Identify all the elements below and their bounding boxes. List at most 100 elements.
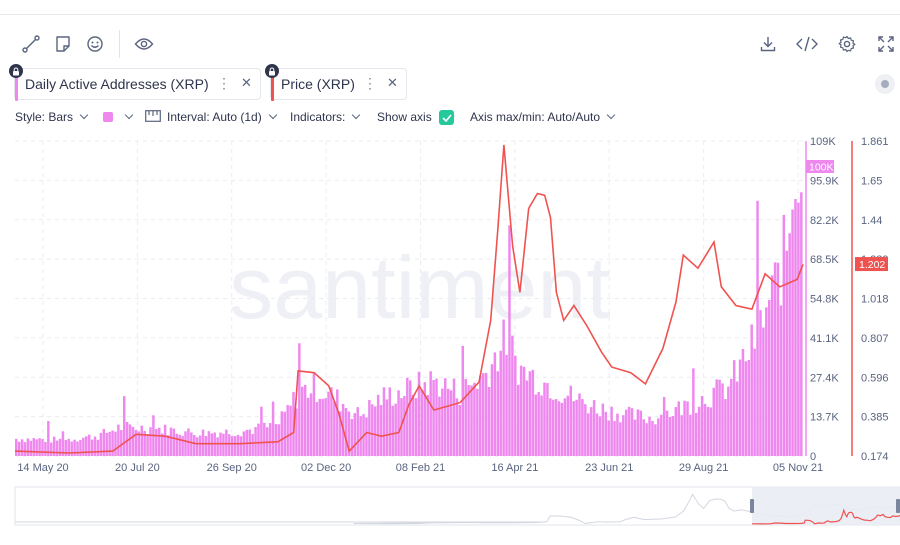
navigator-price-line [751,508,900,525]
dau-bar [125,422,129,456]
interval-dropdown[interactable]: Interval: Auto (1d) [145,110,277,124]
top-divider [0,14,900,15]
close-icon[interactable]: ✕ [387,75,398,90]
dau-bar [525,380,529,456]
dau-bar [487,387,491,456]
dau-bar [481,373,485,456]
emoji-icon[interactable] [83,32,107,56]
dau-bar [575,399,578,456]
color-swatch[interactable] [103,112,113,122]
dau-bar [444,378,447,456]
dau-bar [423,382,427,456]
dau-bar [376,394,380,456]
toggle-dot[interactable] [875,74,895,94]
dau-bar [531,369,535,456]
dau-bar [359,416,362,456]
dau-bar [371,404,374,456]
dau-bar [406,377,409,456]
dau-bar [578,393,581,456]
dau-bar [782,214,786,456]
dau-bar [347,411,351,456]
color-dropdown[interactable] [118,110,134,124]
dau-bar [175,433,178,456]
dau-bar [318,398,322,456]
close-icon[interactable]: ✕ [241,75,252,90]
dau-bar [122,396,126,456]
more-options-icon[interactable]: ⋮ [363,75,377,91]
settings-gear-icon[interactable] [835,32,859,56]
lock-icon [265,64,279,78]
dau-bar [219,432,222,456]
dau-bar [120,430,123,456]
dau-bar [552,399,555,456]
dau-bar [572,401,575,456]
dau-bar [554,399,558,456]
dau-bar [117,424,120,456]
fullscreen-icon[interactable] [874,32,898,56]
dau-bar [718,379,721,456]
chevron-down-icon [124,110,134,120]
dau-bar [230,436,234,456]
dau-bar [64,439,68,456]
dau-bar [511,335,514,456]
navigator-history-line [15,493,900,525]
dau-bar [79,439,82,456]
dau-bar [706,406,710,456]
dau-bar [508,225,511,456]
dau-bar [756,200,759,456]
dau-bar [505,354,508,456]
dau-bar [735,381,739,456]
axis-maxmin-dropdown[interactable]: Axis max/min: Auto/Auto [470,110,616,124]
dau-bar [449,390,453,456]
dau-bar [245,429,249,456]
dau-bar [263,422,266,456]
dau-bar [146,434,149,456]
dau-bar [797,202,800,456]
dau-bar [26,438,30,456]
dau-bar [537,392,540,456]
dau-bar [216,437,219,456]
dau-bar [598,416,602,456]
axis-maxmin-label: Axis max/min: Auto/Auto [470,110,601,124]
note-icon[interactable] [51,32,75,56]
indicators-dropdown[interactable]: Indicators: [290,110,361,124]
left-axis-tick: 68.5K [810,254,839,266]
right-axis-current-badge [855,257,888,272]
dau-bar [458,404,462,456]
dau-bar [654,424,657,456]
style-dropdown[interactable]: Style: Bars [15,110,89,124]
show-axis-checkbox[interactable] [439,110,454,125]
metric-chip-price[interactable]: Price (XRP) ⋮ ✕ [265,64,407,101]
dau-bars [15,192,803,457]
dau-bar [622,415,625,456]
line-draw-icon[interactable] [19,32,43,56]
dau-bar [563,398,567,456]
dau-bar [697,406,701,456]
right-axis-tick: 0.174 [861,451,889,463]
dau-bar [365,417,368,456]
dau-bar [312,372,316,456]
dau-bar [519,365,523,456]
dau-bar [534,394,537,456]
dau-bar [587,413,590,456]
dau-bar [665,410,669,456]
dau-bar [417,371,421,456]
dau-bar [17,441,21,456]
download-icon[interactable] [756,32,780,56]
dau-bar [169,427,173,456]
more-options-icon[interactable]: ⋮ [217,75,231,91]
dau-bar [391,405,394,456]
right-axis-tick: 0.596 [861,372,889,384]
embed-code-icon[interactable] [795,32,819,56]
metric-chip-daily-active-addresses[interactable]: Daily Active Addresses (XRP) ⋮ ✕ [9,64,261,101]
dau-bar [747,359,751,456]
dau-bar [178,434,181,456]
dau-bar [514,355,517,456]
chevron-down-icon [352,110,361,120]
dau-bar [195,437,199,456]
eye-icon[interactable] [132,32,156,56]
dau-bar [385,399,389,456]
dau-bar [700,396,704,456]
dau-bar [152,415,155,456]
dau-bar [222,433,225,456]
